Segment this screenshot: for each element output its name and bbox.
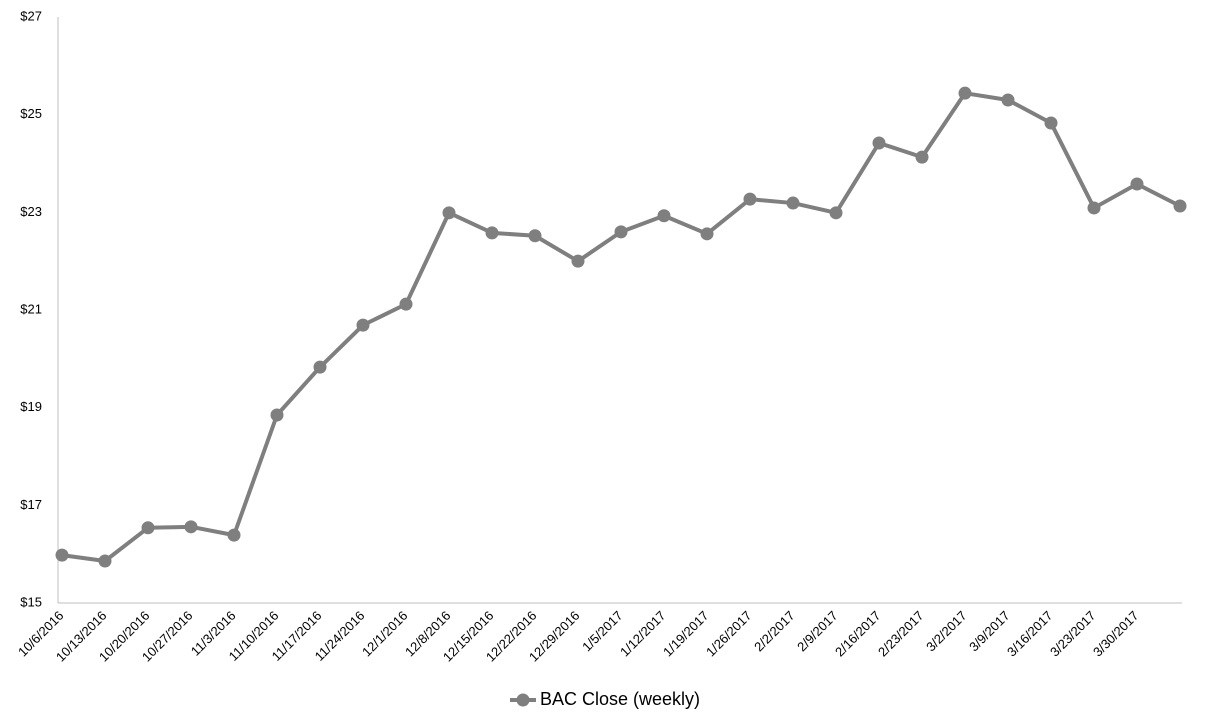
x-tick-label: 2/16/2017 (832, 608, 884, 660)
point (614, 225, 628, 239)
point (356, 318, 370, 332)
point (184, 520, 198, 534)
point (872, 136, 886, 150)
x-tick-label: 3/16/2017 (1004, 608, 1056, 660)
point (915, 150, 929, 164)
x-tick-label: 1/12/2017 (617, 608, 669, 660)
point (1044, 116, 1058, 130)
x-tick-label: 2/2/2017 (751, 608, 797, 654)
y-tick-label: $21 (20, 301, 42, 316)
legend-marker (516, 693, 530, 707)
point (1087, 201, 1101, 215)
point (98, 554, 112, 568)
y-tick-label: $15 (20, 594, 42, 609)
point (743, 192, 757, 206)
point (270, 408, 284, 422)
point (313, 360, 327, 374)
point (700, 227, 714, 241)
x-tick-label: 2/23/2017 (875, 608, 927, 660)
series-line (61, 91, 1181, 564)
point (227, 528, 241, 542)
x-tick-label: 12/1/2016 (359, 608, 411, 660)
point (528, 229, 542, 243)
point (399, 297, 413, 311)
y-tick-label: $23 (20, 204, 42, 219)
legend-label: BAC Close (weekly) (540, 689, 700, 709)
point (829, 206, 843, 220)
y-tick-label: $17 (20, 497, 42, 512)
point (141, 521, 155, 535)
x-tick-label: 3/30/2017 (1090, 608, 1142, 660)
point (1173, 199, 1187, 213)
point (442, 206, 456, 220)
point (786, 196, 800, 210)
point (1001, 93, 1015, 107)
x-tick-label: 1/19/2017 (660, 608, 712, 660)
point (571, 254, 585, 268)
y-tick-label: $27 (20, 8, 42, 23)
point (657, 209, 671, 223)
x-tick-label: 3/23/2017 (1047, 608, 1099, 660)
x-tick-label: 3/2/2017 (923, 608, 969, 654)
point (1130, 177, 1144, 191)
x-tick-label: 1/26/2017 (703, 608, 755, 660)
point (485, 226, 499, 240)
y-tick-label: $25 (20, 106, 42, 121)
point (958, 86, 972, 100)
y-tick-label: $19 (20, 399, 42, 414)
point (55, 548, 69, 562)
